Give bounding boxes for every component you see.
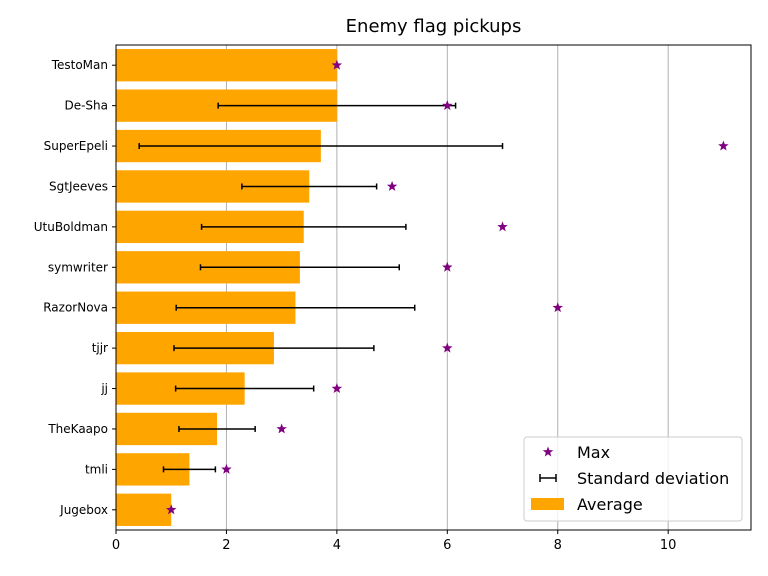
legend-max-label: Max [577, 443, 610, 462]
y-tick-label: UtuBoldman [34, 220, 108, 234]
max-star-marker [442, 342, 453, 353]
errorbar-layer [138, 102, 504, 473]
y-tick-label: Jugebox [59, 503, 108, 517]
legend-average-swatch [531, 498, 564, 510]
max-star-marker [165, 504, 177, 515]
legend-std-label: Standard deviation [577, 469, 729, 488]
y-tick-label: jj [100, 382, 108, 396]
legend-max-marker [542, 446, 554, 457]
y-tick-label: symwriter [48, 260, 108, 274]
legend-box [523, 436, 743, 522]
max-star-marker [552, 302, 563, 313]
bar-average [116, 49, 337, 82]
plot-frame [115, 44, 752, 531]
max-star-marker [221, 463, 232, 474]
max-star-marker [442, 261, 453, 272]
max-star-marker [331, 59, 343, 70]
max-star-marker [718, 140, 729, 151]
x-tick-label: 4 [333, 538, 341, 553]
max-star-marker [442, 100, 453, 111]
y-axis: TestoMan De-Sha SuperEpeli SgtJeeves UtuBold… [34, 58, 116, 517]
y-tick-label: TheKaapo [47, 422, 108, 436]
x-axis: 0 2 4 6 8 10 [112, 530, 677, 553]
legend-std-marker [539, 474, 557, 482]
y-tick-label: tjjr [92, 341, 108, 355]
x-tick-label: 10 [660, 538, 677, 553]
x-tick-label: 8 [554, 538, 562, 553]
x-tick-label: 6 [443, 538, 451, 553]
marker-layer [165, 59, 729, 515]
x-tick-label: 2 [222, 538, 230, 553]
max-star-marker [276, 423, 287, 434]
y-tick-label: RazorNova [43, 301, 108, 315]
chart-title: Enemy flag pickups [345, 16, 522, 37]
y-tick-label: De-Sha [64, 99, 108, 113]
max-star-marker [386, 180, 398, 191]
y-tick-label: tmli [85, 462, 108, 476]
bar-average [116, 493, 172, 526]
legend-average-label: Average [577, 495, 643, 514]
max-star-marker [497, 221, 508, 232]
y-tick-label: TestoMan [51, 58, 108, 72]
x-tick-label: 0 [112, 538, 120, 553]
max-star-marker [331, 383, 343, 393]
y-tick-label: SgtJeeves [49, 179, 108, 193]
legend: Max Standard deviation Average [523, 436, 743, 522]
y-tick-label: SuperEpeli [44, 139, 108, 153]
